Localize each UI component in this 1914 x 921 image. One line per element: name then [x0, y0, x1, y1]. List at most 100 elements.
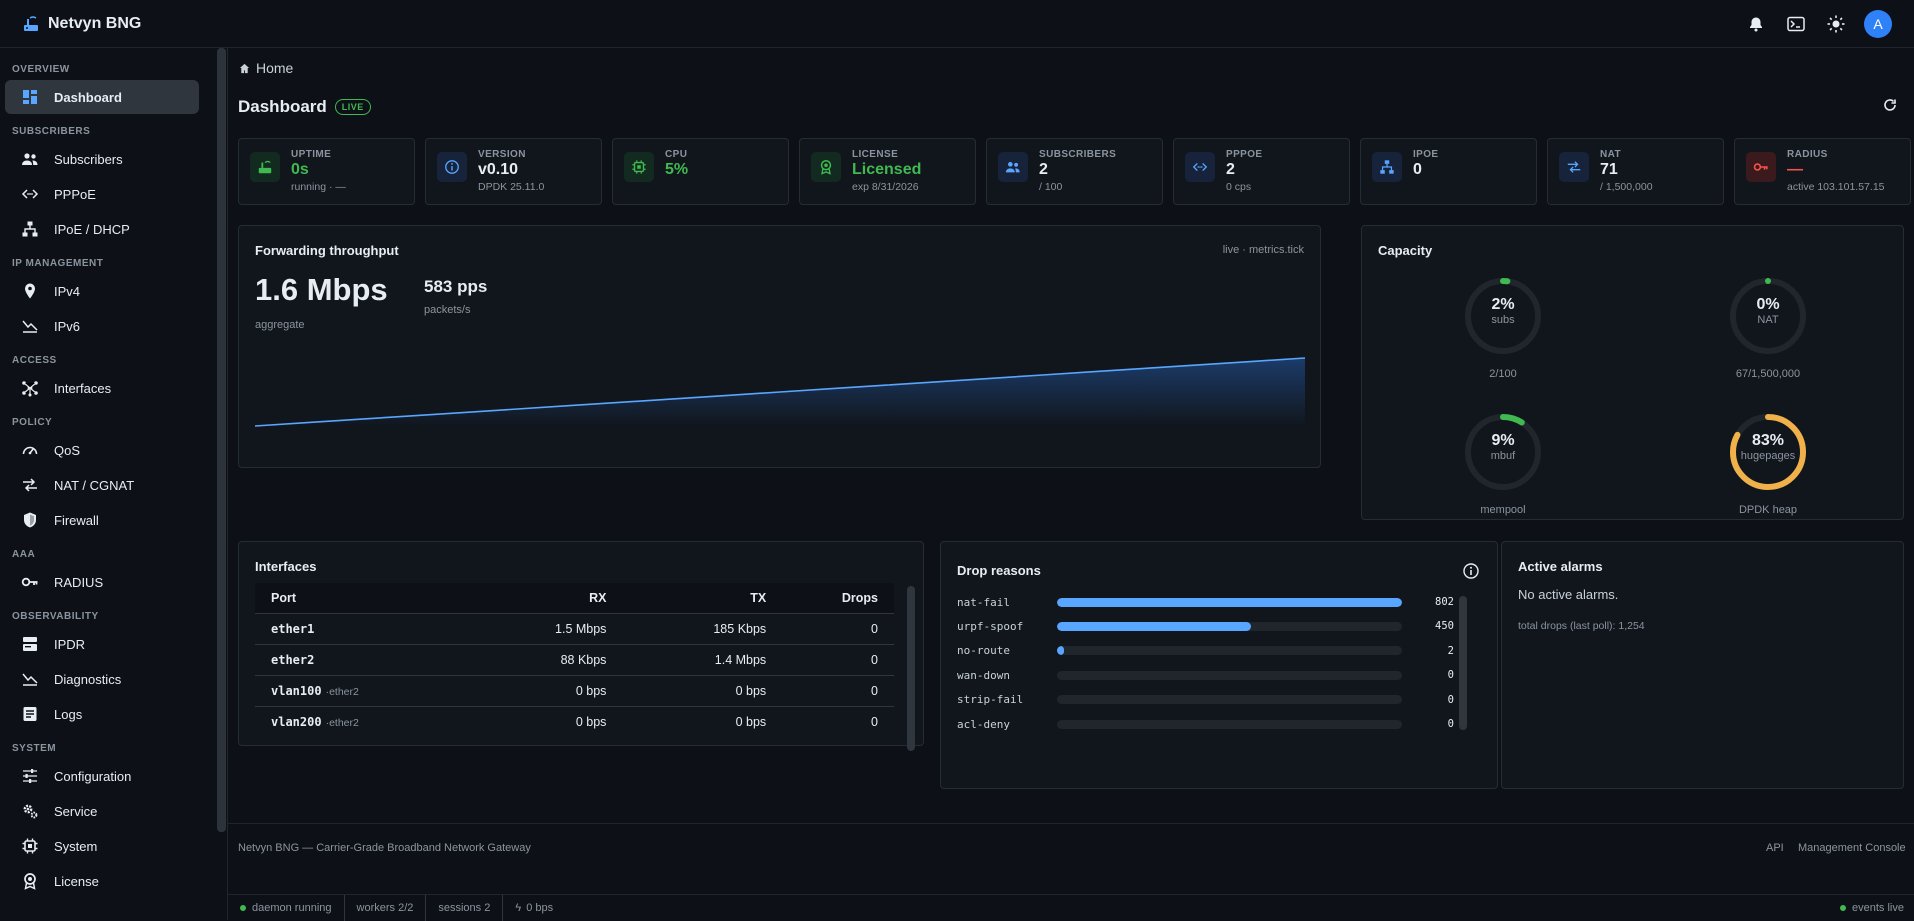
- footer-console-link[interactable]: Management Console: [1798, 842, 1906, 854]
- sidebar-item-logs[interactable]: Logs: [5, 697, 199, 731]
- status-daemon: daemon running: [228, 894, 345, 921]
- sidebar-item-system[interactable]: System: [5, 829, 199, 863]
- stat-card-uptime[interactable]: UPTIME 0s running · —: [238, 138, 415, 205]
- sidebar-item-label: Interfaces: [54, 380, 112, 396]
- sidebar-item-dashboard[interactable]: Dashboard: [5, 80, 199, 114]
- rx-cell: 0 bps: [436, 706, 607, 733]
- users-icon: [20, 149, 40, 169]
- gauge-percent: 9%: [1491, 432, 1515, 449]
- drops-title: Drop reasons: [957, 563, 1041, 578]
- info-icon[interactable]: [1463, 563, 1479, 582]
- alarms-title: Active alarms: [1518, 559, 1603, 574]
- gauge-percent: 83%: [1751, 432, 1785, 449]
- sidebar-item-ipv4[interactable]: IPv4: [5, 274, 199, 308]
- sidebar-item-firewall[interactable]: Firewall: [5, 503, 199, 537]
- sidebar-item-ipdr[interactable]: IPDR: [5, 627, 199, 661]
- avatar[interactable]: A: [1864, 10, 1892, 38]
- table-row[interactable]: ether1 1.5 Mbps 185 Kbps 0: [255, 613, 894, 645]
- sidebar-item-interfaces[interactable]: Interfaces: [5, 371, 199, 405]
- sidebar-item-subscribers[interactable]: Subscribers: [5, 142, 199, 176]
- interfaces-scrollbar[interactable]: [907, 586, 915, 751]
- drop-count: 2: [1447, 644, 1454, 657]
- sidebar-item-nat-cgnat[interactable]: NAT / CGNAT: [5, 468, 199, 502]
- stat-card-pppoe[interactable]: PPPOE 2 0 cps: [1173, 138, 1350, 205]
- page-title: Dashboard LIVE: [238, 97, 371, 117]
- bolt-icon: ϟ: [515, 901, 522, 914]
- top-bar: Netvyn BNG A: [0, 0, 1914, 48]
- refresh-icon[interactable]: [1883, 98, 1897, 115]
- stat-label: PPPOE: [1226, 149, 1263, 160]
- sidebar-item-radius[interactable]: RADIUS: [5, 565, 199, 599]
- stat-card-license[interactable]: LICENSE Licensed exp 8/31/2026: [799, 138, 976, 205]
- sidebar-item-label: Firewall: [54, 512, 99, 528]
- gauge-caption: mempool: [1480, 504, 1526, 516]
- bell-icon[interactable]: [1736, 4, 1776, 44]
- rx-cell: 0 bps: [436, 675, 607, 707]
- table-row[interactable]: ether2 88 Kbps 1.4 Mbps 0: [255, 644, 894, 676]
- drop-name: nat-fail: [957, 595, 1010, 609]
- sidebar-item-diagnostics[interactable]: Diagnostics: [5, 662, 199, 696]
- gauge-percent: 0%: [1756, 296, 1780, 313]
- sidebar-item-configuration[interactable]: Configuration: [5, 759, 199, 793]
- database-icon: [20, 634, 40, 654]
- interfaces-title: Interfaces: [255, 559, 317, 574]
- sliders-icon: [20, 766, 40, 786]
- sidebar-item-service[interactable]: Service: [5, 794, 199, 828]
- drops-cell: 0: [766, 613, 894, 645]
- stat-card-radius[interactable]: RADIUS — active 103.101.57.15: [1734, 138, 1911, 205]
- terminal-icon[interactable]: [1776, 4, 1816, 44]
- table-row[interactable]: vlan100 ·ether2 0 bps 0 bps 0: [255, 675, 894, 707]
- stat-value: 5%: [665, 161, 689, 178]
- stat-label: UPTIME: [291, 149, 332, 160]
- sun-icon[interactable]: [1816, 4, 1856, 44]
- column-header[interactable]: Drops: [766, 583, 894, 614]
- column-header[interactable]: TX: [606, 583, 767, 614]
- stat-value: 0: [1413, 161, 1422, 178]
- sidebar-scrollbar[interactable]: [217, 48, 226, 832]
- stat-sub: DPDK 25.11.0: [478, 181, 545, 193]
- tx-cell: 1.4 Mbps: [606, 644, 767, 676]
- footer-api-link[interactable]: API: [1766, 842, 1784, 854]
- app-title: Netvyn BNG: [48, 14, 142, 32]
- sidebar-item-ipv6[interactable]: IPv6: [5, 309, 199, 343]
- port-name: vlan100: [271, 683, 322, 698]
- status-rate-text: 0 bps: [526, 901, 554, 914]
- drop-bar: [1057, 597, 1402, 607]
- column-header[interactable]: RX: [436, 583, 607, 614]
- alarms-card: Active alarms No active alarms. total dr…: [1501, 541, 1904, 789]
- page-title-text: Dashboard: [238, 97, 327, 116]
- hub-icon: [20, 378, 40, 398]
- drop-bar-fill: [1057, 597, 1402, 607]
- drop-count: 0: [1447, 693, 1454, 706]
- column-header[interactable]: Port: [255, 583, 437, 614]
- sidebar-item-pppoe[interactable]: PPPoE: [5, 177, 199, 211]
- sidebar-item-license[interactable]: License: [5, 864, 199, 898]
- sitemap-icon: [20, 219, 40, 239]
- drops-card: Drop reasons nat-fail 802 urpf-spoof 450 no-…: [940, 541, 1498, 789]
- stat-card-nat[interactable]: NAT 71 / 1,500,000: [1547, 138, 1724, 205]
- sidebar-item-label: Configuration: [54, 768, 132, 784]
- drop-bar: [1057, 719, 1402, 729]
- stat-sub: / 100: [1039, 181, 1063, 193]
- drops-scrollbar[interactable]: [1459, 596, 1467, 730]
- throughput-line: [255, 357, 1305, 427]
- breadcrumb[interactable]: Home: [239, 60, 293, 76]
- code-icon: [1185, 152, 1215, 182]
- table-row[interactable]: vlan200 ·ether2 0 bps 0 bps 0: [255, 706, 894, 733]
- brand[interactable]: Netvyn BNG: [22, 15, 141, 33]
- router-icon: [24, 15, 38, 31]
- stat-sub: 0 cps: [1226, 181, 1252, 193]
- drop-count: 0: [1447, 718, 1454, 730]
- sidebar-item-ipoe-dhcp[interactable]: IPoE / DHCP: [5, 212, 199, 246]
- sidebar-item-qos[interactable]: QoS: [5, 433, 199, 467]
- drops-cell: 0: [766, 675, 894, 707]
- sitemap-icon: [1372, 152, 1402, 182]
- stat-card-version[interactable]: VERSION v0.10 DPDK 25.11.0: [425, 138, 602, 205]
- sidebar-item-label: PPPoE: [54, 186, 96, 202]
- alarms-empty: No active alarms.: [1518, 587, 1619, 602]
- main-content: Home Dashboard LIVE UPTIME 0s running · — V…: [228, 48, 1914, 921]
- stat-card-subscribers[interactable]: SUBSCRIBERS 2 / 100: [986, 138, 1163, 205]
- stat-card-cpu[interactable]: CPU 5%: [612, 138, 789, 205]
- stat-card-ipoe[interactable]: IPOE 0: [1360, 138, 1537, 205]
- drop-row: nat-fail 802: [957, 592, 1454, 612]
